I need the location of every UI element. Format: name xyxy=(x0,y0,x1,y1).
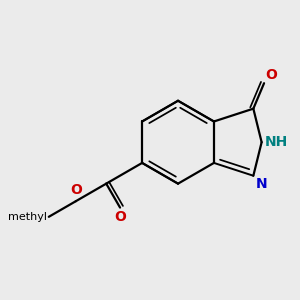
Text: methyl: methyl xyxy=(8,212,46,222)
Text: NH: NH xyxy=(265,135,288,149)
Text: N: N xyxy=(256,177,267,191)
Text: O: O xyxy=(265,68,277,82)
Text: O: O xyxy=(70,183,82,197)
Text: O: O xyxy=(114,210,126,224)
